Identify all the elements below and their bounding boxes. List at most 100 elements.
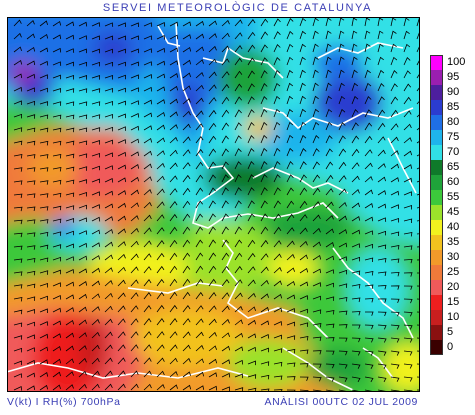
wind-barb — [403, 285, 413, 290]
wind-barb — [247, 346, 257, 352]
wind-barb — [247, 135, 255, 144]
wind-barb — [338, 202, 347, 209]
wind-barb — [208, 45, 217, 53]
wind-barb — [260, 374, 270, 380]
wind-barb — [312, 323, 322, 328]
wind-barb — [312, 389, 322, 391]
wind-barb — [78, 204, 87, 210]
wind-barb — [247, 279, 256, 287]
wind-barb — [416, 74, 419, 79]
wind-barb — [26, 46, 36, 53]
wind-barb — [169, 60, 179, 66]
wind-barb — [247, 333, 257, 339]
wind-barbs — [13, 18, 419, 391]
wind-barb — [52, 127, 62, 133]
wind-barb — [156, 370, 165, 378]
wind-barb — [182, 59, 192, 66]
wind-barb — [104, 61, 113, 67]
wind-barb — [299, 82, 306, 92]
wind-barb — [377, 311, 387, 317]
wind-barb — [286, 174, 294, 183]
wind-barb — [39, 114, 49, 119]
legend-item: 80 — [430, 115, 475, 130]
wind-barb — [390, 271, 400, 277]
wind-barb — [299, 95, 306, 105]
wind-barb — [26, 359, 36, 365]
wind-barb — [117, 48, 126, 54]
wind-barb — [286, 335, 296, 340]
wind-barb — [26, 206, 36, 211]
wind-barb — [338, 269, 347, 275]
wind-barb — [234, 387, 244, 391]
wind-barb — [260, 57, 268, 66]
wind-barb — [325, 95, 332, 105]
wind-barb — [208, 135, 217, 144]
wind-barb — [312, 268, 322, 274]
wind-barb — [351, 43, 358, 53]
wind-barb — [39, 180, 49, 185]
wind-barb — [208, 213, 216, 222]
wind-barb — [91, 88, 101, 93]
wind-barb — [325, 148, 333, 157]
wind-barb — [156, 60, 166, 66]
wind-barb — [39, 193, 49, 198]
wind-barb — [273, 31, 281, 40]
wind-barb — [247, 200, 255, 209]
wind-barb — [130, 164, 140, 170]
wind-barb — [325, 310, 335, 315]
wind-barb — [104, 216, 114, 222]
wind-barb — [403, 57, 411, 66]
wind-barb — [234, 57, 243, 66]
wind-barb — [338, 324, 348, 329]
wind-barb — [234, 279, 243, 287]
wind-barb — [390, 311, 400, 317]
wind-barb — [78, 61, 87, 67]
wind-barb — [13, 113, 22, 119]
wind-barb — [403, 150, 413, 157]
wind-barb — [299, 227, 308, 235]
wind-barb — [195, 358, 204, 365]
wind-barb — [390, 43, 397, 53]
wind-barb — [221, 135, 229, 144]
wind-barb — [169, 304, 178, 313]
wind-barb — [156, 86, 166, 92]
wind-barb — [325, 201, 334, 209]
wind-barb — [169, 85, 179, 92]
wind-barb — [273, 147, 281, 157]
wind-barb — [104, 344, 113, 352]
wind-barb — [26, 296, 36, 301]
wind-barb — [13, 59, 23, 66]
legend-label: 40 — [447, 221, 460, 233]
wind-barb — [325, 161, 334, 170]
wind-barb — [351, 135, 360, 144]
wind-barb — [182, 200, 191, 209]
wind-barb — [143, 163, 152, 170]
wind-barb — [286, 376, 296, 381]
wind-barb — [52, 371, 61, 378]
wind-barb — [117, 383, 126, 391]
wind-barb — [78, 242, 88, 248]
wind-barb — [351, 337, 361, 343]
wind-barb — [143, 344, 152, 352]
wind-barb — [65, 294, 75, 300]
wind-barb — [260, 239, 269, 248]
wind-barb — [117, 22, 126, 28]
wind-barb — [416, 18, 419, 27]
wind-barb — [39, 295, 48, 301]
wind-barb — [377, 18, 384, 27]
wind-barb — [247, 70, 255, 79]
wind-barb — [182, 34, 192, 40]
wind-barb — [52, 140, 62, 146]
wind-barb — [13, 232, 23, 238]
wind-barb — [364, 122, 373, 131]
wind-barb — [208, 161, 217, 170]
wind-barb — [351, 202, 360, 209]
wind-barb — [65, 127, 75, 133]
wind-barb — [156, 21, 166, 27]
wind-barb — [117, 35, 126, 41]
wind-barb — [221, 96, 230, 105]
wind-barb — [338, 297, 348, 302]
wind-barb — [78, 319, 87, 326]
wind-barb — [390, 70, 398, 79]
wind-barb — [104, 331, 113, 339]
